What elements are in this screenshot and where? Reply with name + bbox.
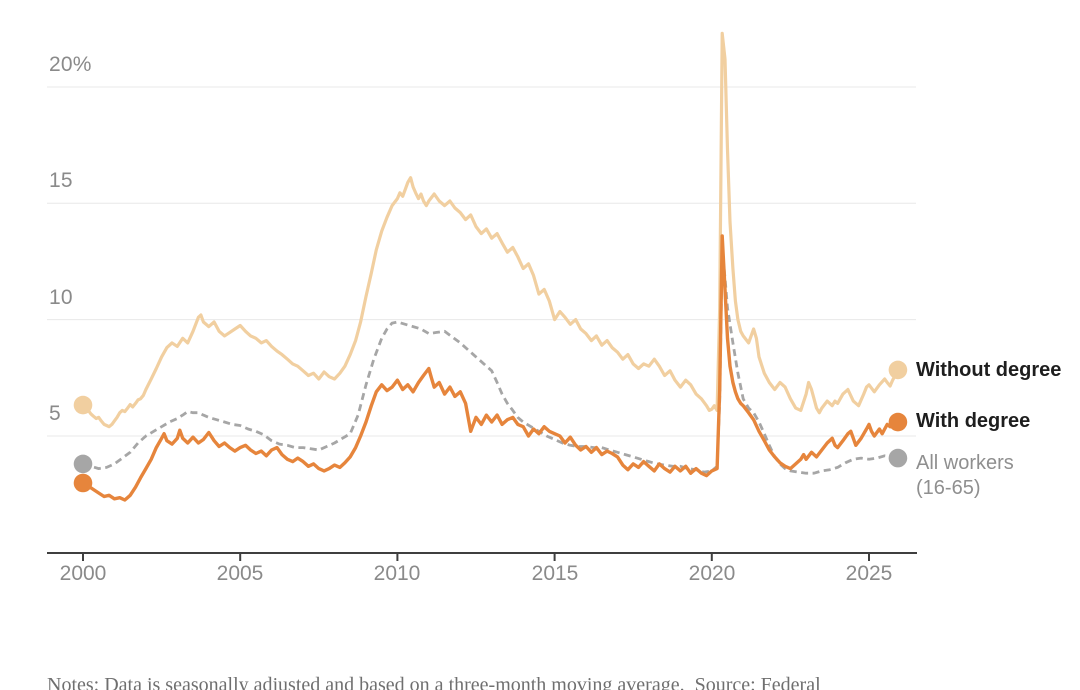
legend-all-workers-line2: (16-65): [916, 477, 981, 499]
series-dot-end-without-degree: [888, 360, 908, 380]
x-axis-label-2010: 2010: [373, 562, 421, 585]
series-line-all-workers-16-65-: [82, 248, 899, 475]
y-axis-label-20: 20%: [49, 53, 92, 76]
series-dot-end-all-workers-16-65-: [888, 448, 908, 468]
y-axis-label-5: 5: [49, 402, 61, 425]
series-dot-start-all-workers-16-65-: [73, 454, 93, 474]
x-axis-label-2000: 2000: [59, 562, 107, 585]
series-line-without-degree: [81, 31, 900, 429]
x-axis-label-2005: 2005: [216, 562, 264, 585]
x-axis-label-2025: 2025: [845, 562, 893, 585]
legend-all-workers-line1: All workers: [916, 452, 1014, 474]
y-axis-label-10: 10: [49, 286, 73, 309]
notes-line1: Notes: Data is seasonally adjusted and b…: [47, 674, 821, 690]
x-axis-label-2020: 2020: [688, 562, 736, 585]
series-line-with-degree: [81, 234, 900, 502]
series-dot-end-with-degree: [888, 412, 908, 432]
y-axis-label-15: 15: [49, 169, 73, 192]
legend-without-degree: Without degree: [916, 359, 1062, 381]
series-dot-start-without-degree: [73, 395, 93, 415]
x-axis-label-2015: 2015: [531, 562, 579, 585]
legend-with-degree: With degree: [916, 410, 1031, 432]
legend-all-workers: All workers (16-65): [916, 451, 1014, 501]
series-dot-start-with-degree: [73, 473, 93, 493]
chart-notes: Notes: Data is seasonally adjusted and b…: [47, 617, 821, 690]
